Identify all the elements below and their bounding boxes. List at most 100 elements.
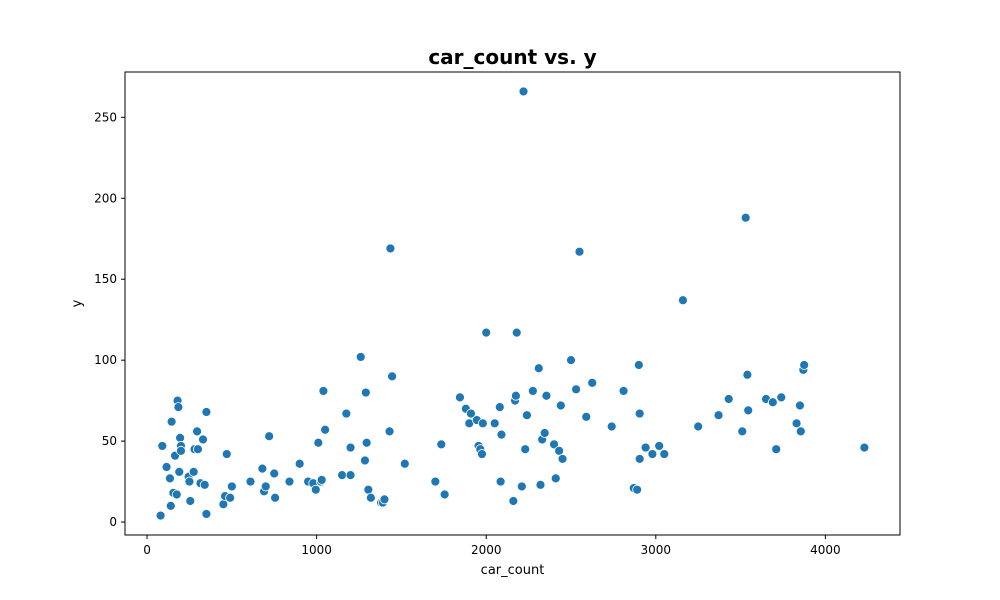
- y-axis-label: y: [70, 299, 85, 307]
- data-point: [557, 454, 568, 464]
- data-point: [574, 246, 585, 257]
- data-point: [337, 470, 347, 481]
- data-point: [581, 411, 592, 422]
- y-tick-label: 50: [102, 434, 117, 448]
- data-point: [360, 455, 370, 466]
- data-point: [508, 496, 519, 506]
- data-point: [320, 424, 331, 435]
- y-tick-label: 0: [109, 515, 117, 529]
- x-tick-label: 2000: [471, 543, 502, 557]
- x-axis-label: car_count: [481, 563, 545, 578]
- data-point: [294, 458, 305, 469]
- data-point: [201, 407, 212, 417]
- data-point: [554, 445, 565, 456]
- data-point: [678, 295, 688, 306]
- data-point: [634, 408, 645, 419]
- data-point: [659, 449, 670, 459]
- data-point: [355, 352, 366, 362]
- data-point: [385, 243, 396, 254]
- data-point: [767, 397, 778, 408]
- data-point: [316, 475, 327, 485]
- data-point: [341, 408, 352, 419]
- data-point: [257, 463, 268, 474]
- data-point: [518, 86, 529, 97]
- data-point: [218, 499, 229, 510]
- data-point: [632, 484, 643, 495]
- data-point: [571, 384, 581, 395]
- x-tick-label: 3000: [641, 543, 672, 557]
- data-point: [193, 444, 203, 455]
- data-point: [387, 371, 397, 382]
- data-point: [477, 418, 488, 429]
- data-point: [188, 466, 199, 477]
- data-point: [155, 510, 166, 521]
- data-point: [466, 408, 476, 419]
- data-point: [226, 481, 237, 492]
- data-point: [313, 437, 324, 448]
- data-point: [399, 458, 410, 469]
- data-point: [647, 449, 658, 459]
- data-point: [360, 387, 371, 398]
- data-point: [157, 441, 168, 451]
- data-point: [737, 426, 748, 437]
- data-point: [520, 444, 531, 455]
- data-point: [522, 410, 532, 421]
- x-tick-label: 0: [143, 543, 151, 557]
- data-point: [606, 421, 617, 432]
- data-point: [550, 473, 561, 484]
- y-axis-ticks: 0 50 100 150 200 250: [94, 110, 125, 529]
- data-point: [555, 400, 566, 411]
- data-point: [489, 418, 500, 429]
- data-point: [173, 402, 184, 413]
- data-point: [345, 442, 356, 453]
- chart-title: car_count vs. y: [428, 45, 596, 69]
- data-point: [640, 442, 651, 453]
- data-point: [713, 410, 724, 421]
- data-point: [184, 476, 195, 487]
- data-point: [494, 402, 505, 413]
- data-point: [269, 468, 280, 479]
- data-point: [723, 394, 734, 404]
- data-point: [496, 429, 507, 440]
- data-point: [771, 444, 782, 455]
- data-point: [533, 363, 544, 374]
- data-point: [795, 426, 806, 437]
- x-tick-label: 4000: [810, 543, 841, 557]
- data-point: [634, 454, 645, 464]
- data-point: [587, 377, 598, 388]
- data-point: [541, 390, 552, 401]
- data-point: [310, 484, 321, 495]
- data-point: [379, 494, 390, 505]
- data-point: [799, 360, 810, 370]
- data-point: [260, 481, 271, 492]
- data-point: [516, 481, 527, 492]
- data-point: [192, 426, 202, 437]
- data-point: [495, 476, 506, 487]
- data-point: [618, 386, 629, 396]
- data-point: [510, 390, 521, 401]
- data-point: [185, 496, 196, 506]
- data-point: [165, 500, 176, 511]
- data-point: [527, 386, 538, 396]
- data-point: [171, 489, 182, 500]
- data-point: [535, 479, 546, 490]
- data-point: [245, 476, 256, 487]
- data-point: [165, 473, 175, 484]
- data-point: [199, 479, 210, 490]
- data-point: [693, 421, 704, 432]
- data-point: [270, 492, 280, 503]
- data-point: [225, 492, 236, 503]
- data-point: [439, 489, 450, 500]
- data-point: [859, 442, 870, 453]
- y-tick-label: 200: [94, 191, 117, 205]
- data-point: [430, 476, 441, 487]
- data-point: [201, 509, 212, 519]
- data-point: [361, 437, 372, 448]
- data-point: [654, 441, 665, 451]
- data-point: [264, 431, 275, 442]
- data-point: [198, 434, 208, 445]
- data-point: [549, 439, 559, 450]
- data-point: [384, 426, 395, 437]
- data-point: [436, 439, 447, 450]
